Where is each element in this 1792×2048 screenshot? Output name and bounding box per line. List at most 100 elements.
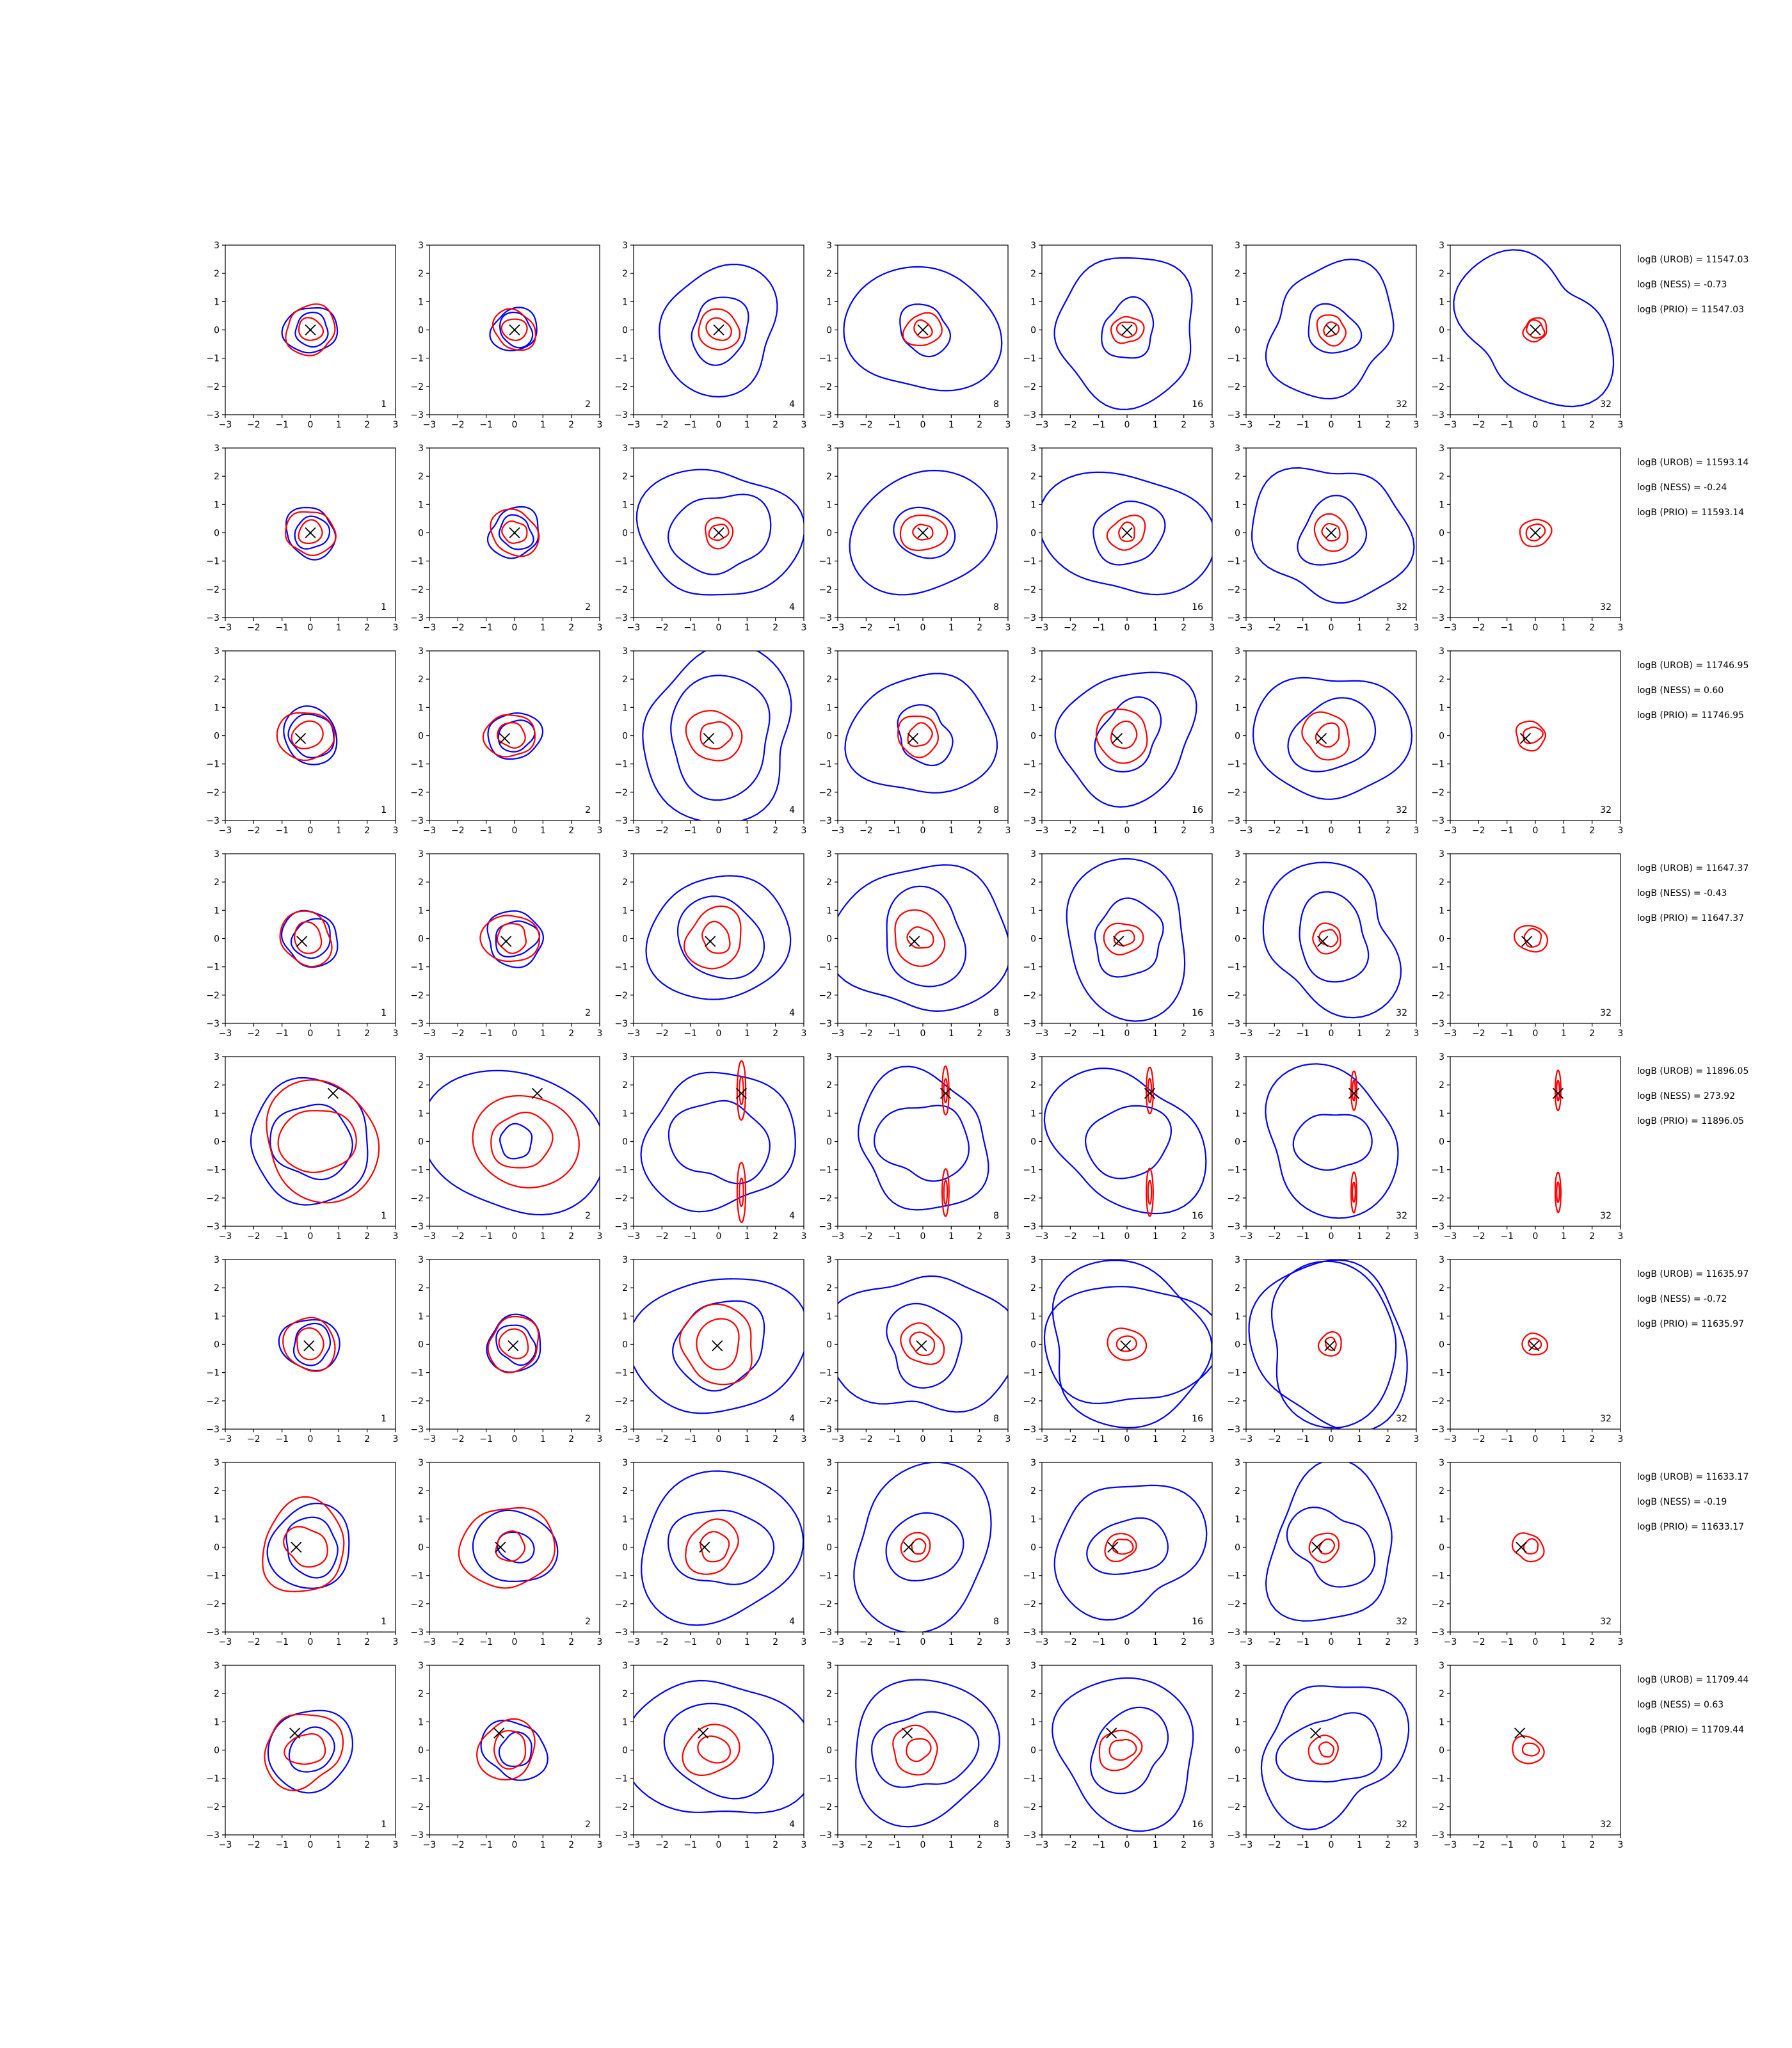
y-tick-label: −3 [614,1222,628,1232]
x-tick-label: 0 [1124,1840,1130,1850]
panel-r4-c5: −3−3 −2 −2 −1 −1 0 0 1 1 2 2 3 3 16 [1023,849,1215,1039]
blue-contour [281,909,339,968]
y-tick-label: −1 [1431,760,1444,770]
y-tick-label: 2 [1030,675,1036,685]
y-tick-label: 2 [622,675,628,685]
x-tick-label: 2 [568,1434,574,1444]
marker-x [903,1541,915,1553]
x-tick-label: 1 [948,1028,954,1039]
x-tick-label: 0 [1329,1637,1334,1647]
y-tick-label: 3 [622,1458,628,1468]
y-tick-label: 1 [826,906,832,916]
y-tick-label: 0 [418,1137,424,1148]
marker-x [1309,1727,1322,1739]
blue-contour [285,1516,339,1579]
panel-number-label: 32 [1396,399,1407,410]
y-tick-label: 0 [826,1746,832,1756]
y-tick-label: −2 [614,1396,628,1407]
x-tick-label: 1 [336,1434,342,1444]
logb-stat: logB (NESS) = -0.24 [1637,483,1727,493]
y-tick-label: 3 [826,1458,832,1468]
x-tick-label: −1 [1500,1840,1514,1850]
blue-contour [1252,676,1413,800]
y-tick-label: 0 [1030,1340,1036,1350]
blue-contour [1453,249,1615,408]
x-tick-label: 2 [364,1028,370,1039]
x-tick-label: 2 [364,1231,370,1242]
red-contour [1113,929,1135,947]
y-tick-label: −1 [410,354,424,364]
x-tick-label: −1 [1296,826,1309,836]
logb-stat: logB (NESS) = 0.60 [1637,685,1724,696]
panel-r5-c7: −3−3 −2 −2 −1 −1 0 0 1 1 2 2 3 3 32 [1431,1052,1623,1242]
y-tick-label: 2 [1235,877,1240,888]
panel-number-label: 8 [993,1211,999,1221]
y-tick-label: 3 [214,1255,220,1265]
x-tick-label: −3 [1036,1434,1049,1444]
x-tick-label: 1 [744,1231,750,1242]
y-tick-label: 1 [214,1108,220,1119]
logb-stat: logB (UROB) = 11547.03 [1637,255,1748,265]
y-tick-label: −2 [1023,1599,1036,1610]
red-contour [907,722,933,748]
blue-contour [671,1300,765,1392]
x-tick-label: 1 [948,623,954,633]
red-contour [1315,722,1340,748]
blue-contour [472,1509,559,1582]
x-tick-label: 0 [716,826,722,836]
y-tick-label: 0 [214,1137,220,1148]
x-tick-label: −3 [627,1637,641,1647]
x-tick-label: 3 [393,1840,399,1850]
red-contour [1523,726,1544,744]
y-tick-label: 2 [1030,1080,1036,1091]
panel-r3-c6: −3−3 −2 −2 −1 −1 0 0 1 1 2 2 3 3 32 [1227,646,1419,836]
red-contour [736,1162,747,1223]
blue-contour [838,1275,1008,1413]
contour-layer [476,1718,548,1781]
y-tick-label: 3 [622,1255,628,1265]
y-tick-label: −3 [1227,1222,1240,1232]
x-tick-label: −2 [1472,1434,1485,1444]
x-tick-label: −1 [1092,826,1105,836]
y-tick-label: 2 [418,1689,424,1699]
y-tick-label: 3 [826,849,832,860]
panel-number-label: 16 [1192,1820,1203,1830]
x-tick-label: 3 [1210,420,1215,430]
x-tick-label: 1 [1153,420,1158,430]
x-tick-label: 2 [1589,1028,1595,1039]
panel-r3-c1: −3−3 −2 −2 −1 −1 0 0 1 1 2 2 3 3 1 [206,646,398,836]
x-tick-label: −2 [451,420,465,430]
y-tick-label: 2 [418,877,424,888]
y-tick-label: −3 [1023,1830,1036,1841]
x-tick-label: −3 [423,1840,436,1850]
panel-number-label: 1 [381,602,387,612]
y-tick-label: −3 [1431,1425,1444,1435]
x-tick-label: −3 [1444,1637,1457,1647]
red-contour [705,317,733,341]
contour-layer [279,909,339,968]
y-tick-label: 2 [418,675,424,685]
blue-contour [667,493,772,575]
red-contour [1523,928,1542,948]
y-tick-label: −2 [1227,1396,1240,1407]
blue-contour [634,1679,804,1814]
red-contour [1512,1735,1545,1764]
x-tick-label: −1 [275,1231,289,1242]
y-tick-label: 3 [1439,646,1444,657]
blue-contour [267,1709,354,1794]
x-tick-label: 1 [1153,1434,1158,1444]
x-tick-label: −3 [1240,826,1253,836]
logb-stat: logB (UROB) = 11647.37 [1637,863,1748,874]
contour-layer [838,864,1008,1012]
y-tick-label: 2 [1439,1080,1444,1091]
logb-stat: logB (UROB) = 11709.44 [1637,1675,1748,1685]
y-tick-label: 1 [418,1311,424,1322]
x-tick-label: 0 [1124,420,1130,430]
logb-stat: logB (UROB) = 11746.95 [1637,660,1748,671]
marker-x [1516,1541,1527,1553]
x-tick-label: 3 [597,420,603,430]
red-contour [1556,1080,1560,1101]
x-tick-label: −2 [451,1028,465,1039]
y-tick-label: 2 [622,877,628,888]
